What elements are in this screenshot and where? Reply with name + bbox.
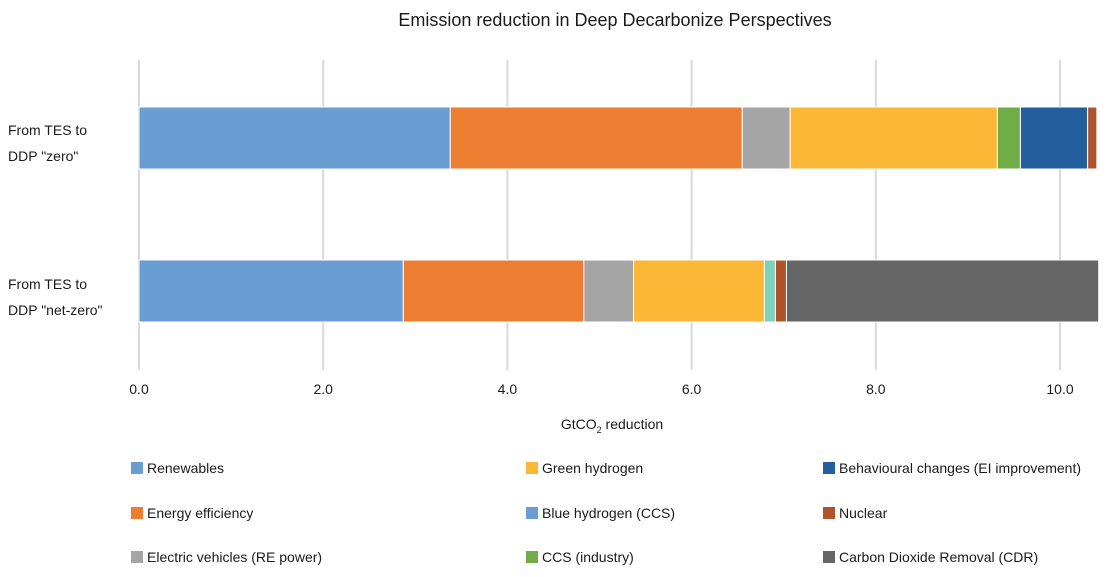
x-tick-label: 2.0: [313, 381, 333, 397]
legend-swatch: [526, 507, 538, 519]
legend-label: Energy efficiency: [147, 505, 253, 521]
bar-segment: [996, 106, 1021, 170]
legend-swatch: [131, 507, 143, 519]
legend-label: Carbon Dioxide Removal (CDR): [839, 549, 1038, 565]
x-tick-label: 0.0: [129, 381, 149, 397]
category-label: DDP "net-zero": [8, 302, 103, 318]
category-label: From TES to: [8, 122, 87, 138]
bar-segment: [138, 106, 451, 170]
bar-segment: [583, 259, 635, 323]
bar-segment: [402, 259, 585, 323]
category-labels: From TES to DDP "zero" From TES to DDP "net…: [8, 122, 103, 318]
x-tick-labels: 0.0 2.0 4.0 6.0 8.0 10.0: [129, 381, 1074, 397]
legend-label: CCS (industry): [542, 549, 634, 565]
legend-label: Nuclear: [839, 505, 888, 521]
legend-swatch: [823, 507, 835, 519]
legend-label: Electric vehicles (RE power): [147, 549, 322, 565]
x-axis-title: GtCO2 reduction: [561, 416, 663, 435]
category-label: From TES to: [8, 276, 87, 292]
bar-segment: [633, 259, 765, 323]
legend-swatch: [823, 462, 835, 474]
bar-segment: [138, 259, 404, 323]
bar-segment: [763, 259, 776, 323]
legend-swatch: [131, 462, 143, 474]
legend-label: Renewables: [147, 460, 224, 476]
legend-label: Behavioural changes (EI improvement): [839, 460, 1081, 476]
x-tick-label: 4.0: [498, 381, 518, 397]
chart-title: Emission reduction in Deep Decarbonize P…: [398, 10, 831, 30]
bar-segment: [1087, 106, 1098, 170]
bar-segment: [1019, 106, 1089, 170]
bars: [138, 106, 1100, 323]
x-tick-label: 6.0: [682, 381, 702, 397]
legend-swatch: [131, 551, 143, 563]
legend-label: Green hydrogen: [542, 460, 643, 476]
legend-label: Blue hydrogen (CCS): [542, 505, 675, 521]
legend: Renewables Energy efficiency Electric vehi…: [131, 460, 1081, 565]
category-label: DDP "zero": [8, 148, 78, 164]
x-tick-label: 8.0: [866, 381, 886, 397]
legend-swatch: [823, 551, 835, 563]
bar-segment: [774, 259, 787, 323]
bar-segment: [741, 106, 791, 170]
legend-swatch: [526, 462, 538, 474]
x-tick-label: 10.0: [1046, 381, 1073, 397]
bar-segment: [789, 106, 998, 170]
bar-segment: [449, 106, 743, 170]
legend-swatch: [526, 551, 538, 563]
bar-segment: [785, 259, 1100, 323]
